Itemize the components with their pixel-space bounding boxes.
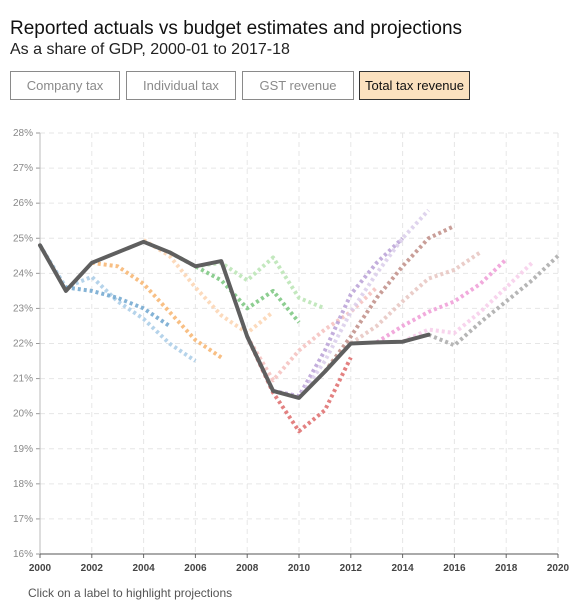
y-tick-label: 27% bbox=[13, 163, 33, 174]
projection-series-line-3[interactable] bbox=[91, 260, 223, 360]
projection-series-line-12[interactable] bbox=[349, 250, 482, 346]
chart-subtitle: As a share of GDP, 2000-01 to 2017-18 bbox=[10, 41, 290, 58]
x-tick-label: 2004 bbox=[132, 563, 155, 574]
projection-series-line-4[interactable] bbox=[142, 238, 275, 335]
tab-total-tax-revenue[interactable]: Total tax revenue bbox=[359, 71, 470, 100]
projection-series-line-11[interactable] bbox=[323, 224, 456, 373]
x-tick-label: 2016 bbox=[443, 563, 466, 574]
y-tick-label: 24% bbox=[13, 268, 33, 279]
actual-series-line[interactable] bbox=[38, 239, 431, 400]
projection-series-line-14[interactable] bbox=[401, 261, 534, 344]
projection-series-line-7[interactable] bbox=[245, 335, 353, 434]
projection-series-line-15[interactable] bbox=[427, 254, 560, 348]
x-tick-label: 2002 bbox=[81, 563, 104, 574]
projection-series-line-9[interactable] bbox=[272, 236, 404, 399]
projection-series-line-8[interactable] bbox=[245, 285, 379, 383]
chart-title: Reported actuals vs budget estimates and… bbox=[10, 18, 463, 39]
x-tick-label: 2008 bbox=[236, 563, 259, 574]
y-tick-label: 19% bbox=[13, 444, 33, 455]
y-tick-label: 21% bbox=[13, 374, 33, 385]
projection-series-line-10[interactable] bbox=[297, 208, 430, 400]
x-tick-label: 2020 bbox=[547, 563, 570, 574]
y-tick-label: 16% bbox=[13, 549, 33, 560]
y-tick-label: 25% bbox=[13, 233, 33, 244]
tab-individual-tax[interactable]: Individual tax bbox=[126, 71, 236, 100]
chart-series bbox=[38, 208, 560, 434]
x-tick-label: 2010 bbox=[288, 563, 311, 574]
x-tick-label: 2012 bbox=[340, 563, 363, 574]
y-tick-label: 23% bbox=[13, 303, 33, 314]
projection-series-line-13[interactable] bbox=[375, 257, 508, 345]
chart-axes: 16% 17% 18% 19% 20% 21% 22% 23% 24% 25% 26% 27% 28% 2… bbox=[13, 128, 570, 574]
projection-series-line-6[interactable] bbox=[195, 255, 326, 311]
projection-series-line-1[interactable] bbox=[38, 244, 197, 363]
y-tick-label: 28% bbox=[13, 128, 33, 139]
y-tick-label: 17% bbox=[13, 514, 33, 525]
projection-series-line-2[interactable] bbox=[65, 285, 171, 328]
y-tick-label: 18% bbox=[13, 479, 33, 490]
x-tick-label: 2000 bbox=[29, 563, 52, 574]
x-tick-label: 2014 bbox=[391, 563, 414, 574]
line-chart: 16% 17% 18% 19% 20% 21% 22% 23% 24% 25% 26% 27% 28% 2… bbox=[13, 128, 570, 574]
tab-company-tax[interactable]: Company tax bbox=[10, 71, 120, 100]
x-tick-label: 2018 bbox=[495, 563, 518, 574]
y-tick-label: 22% bbox=[13, 339, 33, 350]
x-tick-label: 2006 bbox=[184, 563, 207, 574]
chart-grid bbox=[39, 132, 559, 555]
chart-footnote: Click on a label to highlight projection… bbox=[28, 586, 233, 600]
y-tick-label: 20% bbox=[13, 409, 33, 420]
y-tick-label: 26% bbox=[13, 198, 33, 209]
tab-gst-revenue[interactable]: GST revenue bbox=[242, 71, 354, 100]
